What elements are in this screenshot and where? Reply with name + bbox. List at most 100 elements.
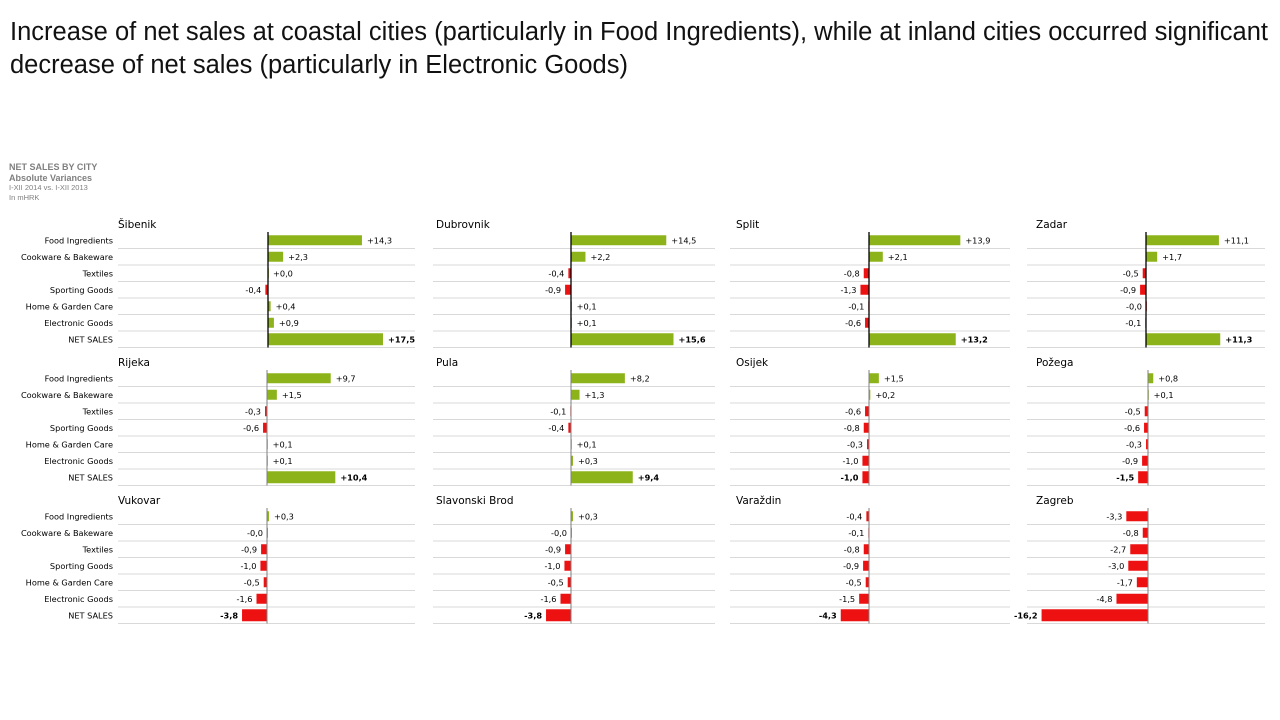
variance-bar: [571, 511, 573, 522]
variance-bar: [268, 235, 362, 246]
city-panel: Split +13,9 +2,1 -0,8 -1,3 -0,1 -0,6 +13,2: [730, 219, 1010, 348]
net-sales-label: +17,5: [388, 334, 415, 344]
value-label: -0,9: [1120, 285, 1136, 295]
variance-bar: [268, 301, 271, 312]
variance-bar: [263, 422, 267, 433]
net-sales-bar: [571, 471, 633, 484]
variance-bar: [265, 284, 268, 295]
value-label: -2,7: [1110, 544, 1126, 554]
value-label: +2,2: [590, 252, 610, 262]
net-sales-bar: [1138, 471, 1148, 484]
net-sales-bar: [869, 333, 956, 346]
variance-bar: [1144, 406, 1148, 417]
category-label: Home & Garden Care: [26, 301, 113, 311]
variance-bar: [565, 284, 571, 295]
variance-bar: [863, 268, 869, 279]
value-label: -0,3: [245, 406, 261, 416]
city-panel: Pula +8,2 +1,3 -0,1 -0,4 +0,1 +0,3 +9,4: [433, 357, 715, 486]
value-label: -0,9: [1122, 456, 1138, 466]
variance-bar: [863, 560, 869, 571]
city-panel: Osijek +1,5 +0,2 -0,6 -0,8 -0,3 -1,0 -1,0: [730, 357, 1010, 486]
value-label: -0,0: [247, 528, 263, 538]
value-label: +8,2: [630, 373, 650, 383]
panel-title: Varaždin: [736, 495, 781, 507]
city-panel: Požega +0,8 +0,1 -0,5 -0,6 -0,3 -0,9 -1,5: [1027, 357, 1265, 486]
net-sales-label: -1,5: [1116, 472, 1134, 482]
variance-bar: [564, 560, 571, 571]
value-label: -0,4: [548, 268, 564, 278]
net-sales-label: +11,3: [1225, 334, 1252, 344]
value-label: +13,9: [965, 235, 990, 245]
category-label: NET SALES: [68, 334, 113, 344]
value-label: -3,3: [1106, 511, 1122, 521]
net-sales-bar: [242, 609, 267, 622]
value-label: +14,3: [367, 235, 392, 245]
category-label: Cookware & Bakeware: [21, 390, 113, 400]
net-sales-bar: [1146, 333, 1221, 346]
value-label: +14,5: [671, 235, 696, 245]
category-label: Electronic Goods: [44, 594, 113, 604]
city-panel: Varaždin -0,4 -0,1 -0,8 -0,9 -0,5 -1,5-4,3: [730, 495, 1010, 624]
variance-bar: [268, 317, 274, 328]
value-label: +0,9: [279, 318, 299, 328]
value-label: -0,9: [545, 544, 561, 554]
value-label: +2,1: [888, 252, 908, 262]
variance-bar: [267, 373, 331, 384]
value-label: -1,6: [541, 594, 557, 604]
panel-title: Split: [736, 219, 759, 231]
panel-title: Osijek: [736, 357, 769, 369]
variance-bar: [869, 389, 871, 400]
variance-bar: [1146, 235, 1219, 246]
value-label: +0,1: [273, 439, 293, 449]
net-sales-bar: [1041, 609, 1148, 622]
category-label: Cookware & Bakeware: [21, 528, 113, 538]
value-label: -0,5: [244, 577, 260, 587]
variance-bar: [261, 544, 267, 555]
variance-bar: [1148, 373, 1154, 384]
variance-bar: [862, 455, 869, 466]
city-panel: Šibenik Food Ingredients +14,3 Cookware & B…: [21, 218, 415, 348]
value-label: -0,8: [844, 268, 860, 278]
value-label: -0,4: [245, 285, 261, 295]
value-label: -0,0: [1126, 301, 1142, 311]
variance-bar: [1142, 268, 1146, 279]
variance-bar: [263, 577, 267, 588]
variance-bar: [869, 373, 879, 384]
variance-bar: [1136, 577, 1148, 588]
net-sales-label: +10,4: [340, 472, 367, 482]
category-label: Food Ingredients: [45, 511, 113, 521]
value-label: +11,1: [1224, 235, 1249, 245]
value-label: -1,0: [544, 561, 560, 571]
value-label: +0,8: [1158, 373, 1178, 383]
net-sales-label: -16,2: [1014, 610, 1038, 620]
net-sales-bar: [546, 609, 571, 622]
value-label: -1,3: [840, 285, 856, 295]
net-sales-bar: [571, 333, 674, 346]
value-label: +1,5: [282, 390, 302, 400]
category-label: Electronic Goods: [44, 318, 113, 328]
variance-bar: [260, 560, 267, 571]
variance-bar: [571, 455, 573, 466]
net-sales-label: -1,0: [841, 472, 859, 482]
value-label: -0,1: [550, 406, 566, 416]
panel-title: Šibenik: [118, 218, 157, 231]
net-sales-label: -3,8: [524, 610, 542, 620]
variance-bar: [865, 577, 869, 588]
net-sales-label: +13,2: [961, 334, 988, 344]
report-label: NET SALES BY CITY Absolute Variances I-X…: [9, 162, 97, 203]
value-label: -4,8: [1096, 594, 1112, 604]
value-label: +1,7: [1162, 252, 1182, 262]
value-label: -0,5: [1123, 268, 1139, 278]
variance-bar: [1142, 455, 1148, 466]
variance-bar: [267, 511, 269, 522]
variance-bar: [560, 593, 571, 604]
city-panel: Dubrovnik +14,5 +2,2 -0,4 -0,9 +0,1 +0,1 +15,6: [433, 219, 715, 348]
headline: Increase of net sales at coastal cities …: [10, 18, 1268, 79]
category-label: Food Ingredients: [45, 235, 113, 245]
variance-bar: [1140, 284, 1146, 295]
panel-title: Dubrovnik: [436, 219, 491, 231]
net-sales-label: +9,4: [638, 472, 660, 482]
variance-bar: [859, 593, 869, 604]
value-label: -0,8: [1123, 528, 1139, 538]
panel-title: Rijeka: [118, 357, 150, 369]
